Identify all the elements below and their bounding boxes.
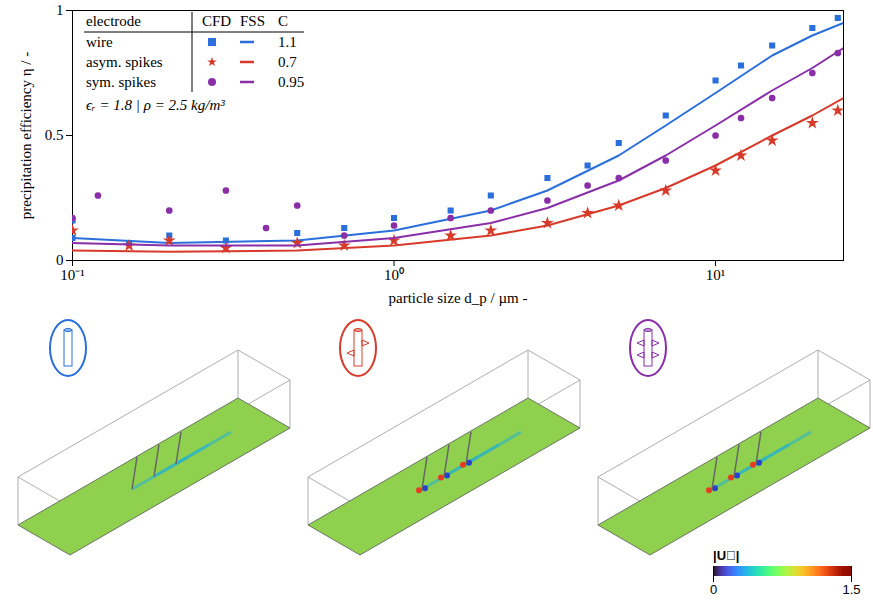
svg-text:|U⃗|: |U⃗| <box>713 548 739 563</box>
svg-text:0.5: 0.5 <box>45 127 64 143</box>
svg-text:sym. spikes: sym. spikes <box>86 74 156 90</box>
svg-text:precipitation efficiency η / -: precipitation efficiency η / - <box>18 52 34 220</box>
svg-text:0.7: 0.7 <box>278 54 297 70</box>
svg-text:0.95: 0.95 <box>278 74 304 90</box>
svg-text:1.5: 1.5 <box>842 582 860 597</box>
svg-text:asym. spikes: asym. spikes <box>86 54 163 70</box>
svg-text:0: 0 <box>710 582 717 597</box>
svg-text:CFD: CFD <box>202 13 231 29</box>
svg-text:0: 0 <box>56 252 64 268</box>
svg-text:1.1: 1.1 <box>278 34 297 50</box>
svg-text:10¹: 10¹ <box>706 267 726 283</box>
svg-text:ϵᵣ = 1.8 | ρ = 2.5 kg/m³: ϵᵣ = 1.8 | ρ = 2.5 kg/m³ <box>86 97 225 113</box>
svg-text:wire: wire <box>86 34 113 50</box>
svg-text:1: 1 <box>56 2 64 18</box>
svg-text:particle size d_p / µm -: particle size d_p / µm - <box>388 290 527 306</box>
svg-text:electrode: electrode <box>86 13 141 29</box>
svg-text:FSS: FSS <box>240 13 265 29</box>
svg-text:10⁻¹: 10⁻¹ <box>60 267 85 283</box>
svg-text:C: C <box>278 13 288 29</box>
svg-text:10⁰: 10⁰ <box>384 267 404 283</box>
